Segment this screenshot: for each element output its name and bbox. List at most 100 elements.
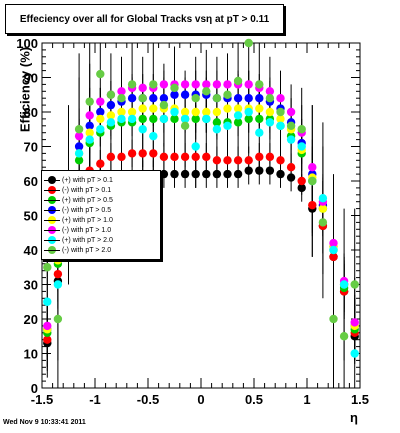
data-point xyxy=(202,114,211,124)
y-tick-label: 100 xyxy=(16,36,38,51)
data-point xyxy=(53,314,63,324)
data-point xyxy=(180,90,190,99)
data-point xyxy=(170,90,179,99)
data-point xyxy=(180,107,190,117)
data-point xyxy=(43,321,52,331)
data-point xyxy=(339,332,349,341)
data-point xyxy=(180,114,190,124)
y-tick-label: 50 xyxy=(24,209,38,224)
data-point xyxy=(159,100,169,110)
y-tick-label: 70 xyxy=(24,140,38,155)
data-point xyxy=(212,156,222,165)
data-point xyxy=(244,156,253,165)
legend-entry: (+) with pT > 0.1 xyxy=(44,175,113,185)
data-point xyxy=(106,90,116,99)
data-point xyxy=(159,94,169,103)
data-point xyxy=(202,152,211,162)
data-point xyxy=(286,107,296,117)
data-point xyxy=(233,94,243,103)
data-point xyxy=(127,114,137,124)
data-point xyxy=(170,83,179,93)
data-point xyxy=(212,118,222,127)
data-point xyxy=(74,156,84,165)
data-point xyxy=(329,252,338,262)
data-point xyxy=(127,80,137,89)
data-point xyxy=(233,104,243,113)
data-point xyxy=(212,125,222,134)
data-point xyxy=(96,107,105,117)
data-point xyxy=(96,125,105,134)
data-point xyxy=(191,142,200,151)
data-point xyxy=(127,94,137,103)
data-point xyxy=(149,149,158,158)
data-point xyxy=(318,204,328,213)
data-point xyxy=(180,80,190,89)
data-point xyxy=(212,107,222,117)
data-point xyxy=(127,149,137,158)
data-point xyxy=(244,114,253,124)
x-axis-label: η xyxy=(350,410,358,425)
data-point xyxy=(149,80,158,89)
legend-label: (+) with pT > 0.1 xyxy=(62,176,113,184)
data-point xyxy=(233,76,243,86)
data-point xyxy=(138,104,147,113)
data-point xyxy=(191,94,200,103)
data-point xyxy=(202,107,211,117)
data-point xyxy=(255,152,264,162)
data-point xyxy=(286,173,296,182)
y-tick-label: 0 xyxy=(31,381,38,396)
x-tick-label: 0.5 xyxy=(245,392,263,407)
data-point xyxy=(233,111,243,120)
data-point xyxy=(212,94,222,103)
data-point xyxy=(276,107,285,117)
data-point xyxy=(85,128,94,137)
data-point xyxy=(106,111,116,120)
data-point xyxy=(53,280,63,289)
data-point xyxy=(127,107,137,117)
legend-entry: (+) with pT > 1.0 xyxy=(44,215,113,225)
x-tick-label: 0 xyxy=(197,392,204,407)
data-point xyxy=(138,83,147,93)
data-point xyxy=(223,90,232,99)
data-point xyxy=(74,142,84,151)
data-point xyxy=(297,142,306,151)
y-axis-label: Efficiency (%) xyxy=(17,46,33,133)
data-point xyxy=(138,94,147,103)
y-tick-label: 80 xyxy=(24,105,38,120)
data-point xyxy=(170,114,179,124)
data-point xyxy=(96,97,105,106)
data-point xyxy=(191,107,200,117)
x-tick-label: -1 xyxy=(89,392,101,407)
data-point xyxy=(318,194,328,203)
data-point xyxy=(191,169,200,179)
data-point xyxy=(329,245,338,255)
data-point xyxy=(212,169,222,179)
data-point xyxy=(223,80,232,89)
data-point xyxy=(159,169,169,179)
data-point xyxy=(233,169,243,179)
legend-entry: (-) with pT > 2.0 xyxy=(44,245,111,255)
data-point xyxy=(159,114,169,124)
x-tick-label: -0.5 xyxy=(137,392,159,407)
legend-label: (+) with pT > 0.5 xyxy=(62,196,113,204)
y-tick-label: 30 xyxy=(24,278,38,293)
data-point xyxy=(138,125,147,134)
data-point xyxy=(138,149,147,158)
data-point xyxy=(276,169,285,179)
legend-entry: (+) with pT > 2.0 xyxy=(44,235,113,245)
data-point xyxy=(202,169,211,179)
data-point xyxy=(149,114,158,124)
data-point xyxy=(286,121,296,130)
data-point xyxy=(255,128,264,137)
data-point xyxy=(96,114,105,124)
data-point xyxy=(233,156,243,165)
data-point xyxy=(265,94,275,103)
data-point xyxy=(276,156,285,165)
data-point xyxy=(244,94,253,103)
data-point xyxy=(308,176,317,186)
data-point xyxy=(96,69,105,79)
data-point xyxy=(43,297,52,306)
data-point xyxy=(180,152,190,162)
data-point xyxy=(286,163,296,172)
legend: (+) with pT > 0.1 (-) with pT > 0.1 (+) … xyxy=(41,170,161,260)
